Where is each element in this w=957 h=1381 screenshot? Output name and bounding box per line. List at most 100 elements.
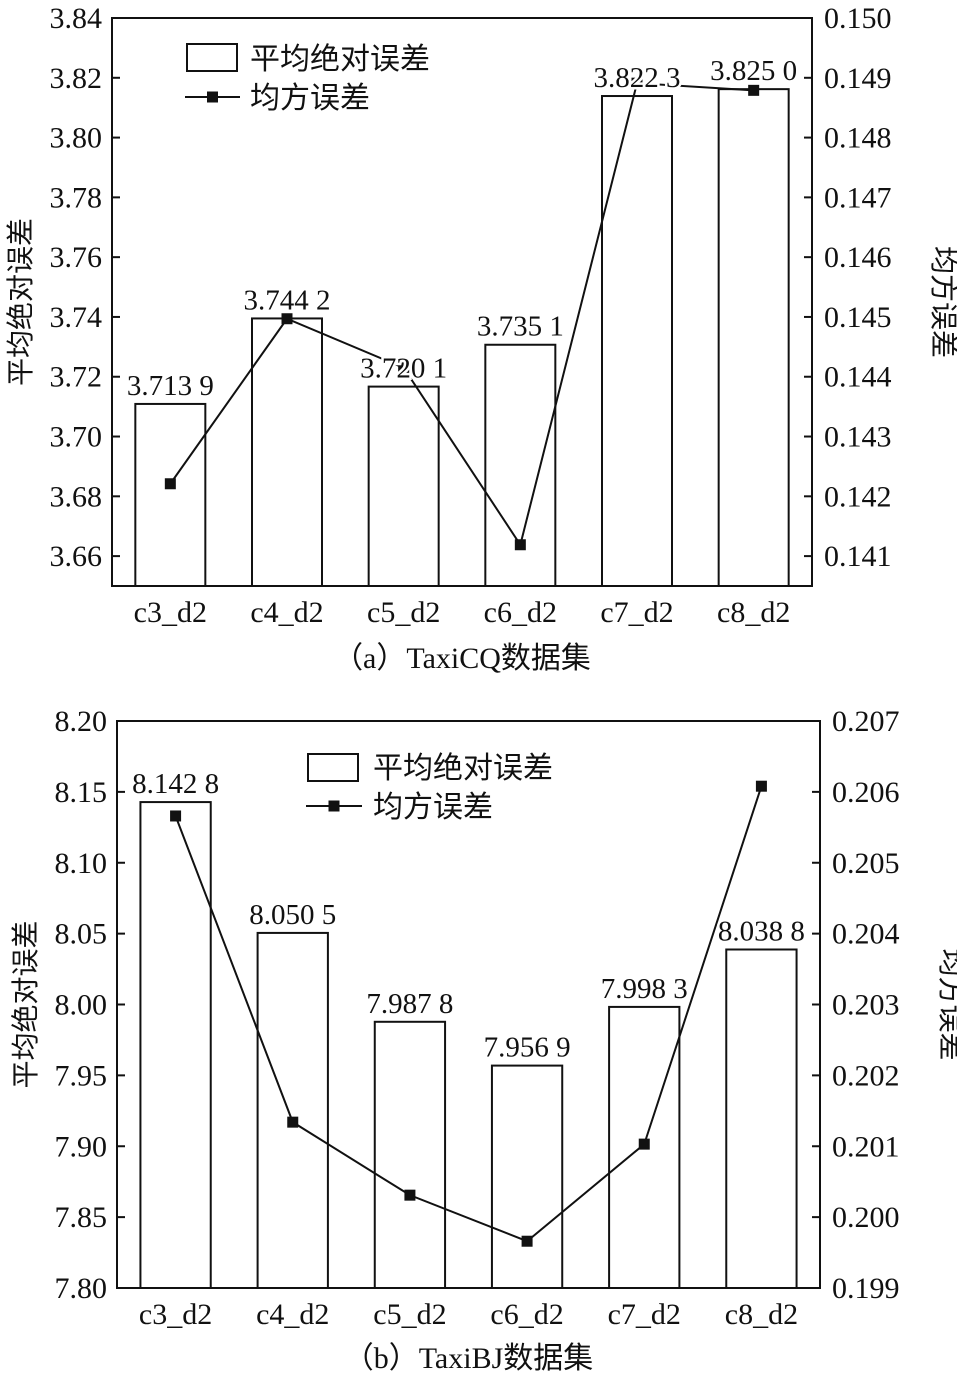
x-tick-label: c5_d2 [373,1298,446,1331]
left-tick-label: 3.72 [50,361,103,394]
chart-b: 7.80 7.85 7.90 7.95 8.00 8.05 8.10 8.15 8.20 0.19… [9,705,957,1375]
right-tick-label: 0.205 [832,847,900,880]
right-tick-label: 0.199 [832,1272,900,1305]
legend-bar-swatch [307,753,359,782]
legend-line-marker [207,91,218,103]
mse-point [404,1189,416,1201]
left-tick-label: 3.68 [50,480,103,513]
bar [490,1064,564,1289]
left-tick-label: 8.05 [55,918,108,951]
bar-value-label: 3.713 9 [127,370,214,402]
left-tick-label: 3.70 [50,421,103,454]
bar-value-label: 7.998 3 [601,973,688,1005]
chart-a: 3.66 3.68 3.70 3.72 3.74 3.76 3.78 3.80 3.82 3.84… [4,2,957,675]
left-tick-label: 3.66 [50,540,103,573]
bar-value-label: 3.822 3 [594,62,681,94]
left-tick-label: 8.10 [55,847,108,880]
right-tick-label: 0.201 [832,1130,900,1163]
bar [601,95,673,587]
left-tick-label: 3.80 [50,122,103,155]
right-tick-label: 0.148 [824,122,892,155]
bar [139,801,212,1289]
right-tick-label: 0.147 [824,181,892,214]
x-tick-label: c8_d2 [725,1298,798,1331]
right-tick-label: 0.206 [832,776,900,809]
mse-point [748,84,760,96]
left-tick-label: 8.15 [55,776,108,809]
right-tick-label: 0.204 [832,918,900,951]
legend-bar-label: 平均绝对误差 [250,42,430,77]
mse-point [287,1116,299,1128]
left-tick-label: 3.82 [50,62,103,95]
x-tick-label: c3_d2 [134,596,207,629]
x-tick-label: c6_d2 [484,596,557,629]
y-axis-left-label: 平均绝对误差 [4,218,37,386]
bar-value-label: 8.142 8 [132,768,219,800]
left-tick-label: 7.90 [55,1130,108,1163]
right-tick-label: 0.146 [824,241,892,274]
mse-point [514,539,526,551]
legend-line-label: 均方误差 [373,790,493,825]
bar [373,1020,447,1290]
legend-line-label: 均方误差 [250,81,370,116]
bar [367,385,440,587]
bar [725,948,798,1289]
left-tick-label: 8.20 [55,705,108,738]
x-tick-label: c4_d2 [250,596,323,629]
mse-point [755,780,767,792]
right-tick-label: 0.141 [824,540,892,573]
mse-point [398,362,410,374]
mse-point [281,313,293,325]
y-axis-left-label: 平均绝对误差 [9,920,42,1088]
right-tick-label: 0.149 [824,62,892,95]
mse-point [164,478,176,490]
legend-bar-swatch [186,43,238,72]
mse-point [170,810,182,822]
bar-value-label: 8.050 5 [249,899,336,931]
bar-value-label: 8.038 8 [718,916,805,948]
x-tick-label: c6_d2 [490,1298,563,1331]
y-axis-right-label: 均方误差 [927,246,957,358]
x-tick-label: c7_d2 [600,596,673,629]
bar [251,317,323,587]
mse-point [638,1138,650,1150]
x-tick-label: c7_d2 [608,1298,681,1331]
bar-value-label: 7.987 8 [366,988,453,1020]
left-tick-label: 7.80 [55,1272,108,1305]
right-tick-label: 0.203 [832,989,900,1022]
right-tick-label: 0.142 [824,480,892,513]
mse-point [521,1235,533,1247]
bar [717,88,790,587]
bar-value-label: 3.825 0 [710,55,797,87]
x-tick-label: c5_d2 [367,596,440,629]
right-tick-label: 0.150 [824,2,892,35]
legend-line-marker [328,800,340,812]
chart-caption: （a）TaxiCQ数据集 [333,642,591,675]
legend-bar-label: 平均绝对误差 [373,751,553,786]
bar-value-label: 7.956 9 [484,1032,571,1064]
x-tick-label: c4_d2 [256,1298,329,1331]
plot-frame [111,17,813,587]
bar-value-label: 3.735 1 [477,311,564,343]
left-tick-label: 3.78 [50,181,103,214]
right-tick-label: 0.202 [832,1059,900,1092]
left-tick-label: 8.00 [55,989,108,1022]
bar-value-label: 3.744 2 [244,284,331,316]
right-tick-label: 0.207 [832,705,900,738]
right-tick-label: 0.143 [824,421,892,454]
right-tick-label: 0.145 [824,301,892,334]
left-tick-label: 3.76 [50,241,103,274]
right-tick-label: 0.200 [832,1201,900,1234]
mse-line [169,82,754,548]
bar-value-label: 3.720 1 [360,353,447,385]
mse-point [631,77,643,89]
left-tick-label: 7.95 [55,1059,108,1092]
y-axis-right-label: 均方误差 [935,948,957,1060]
x-tick-label: c8_d2 [717,596,790,629]
left-tick-label: 3.84 [50,2,103,35]
left-tick-label: 7.85 [55,1201,108,1234]
right-tick-label: 0.144 [824,361,892,394]
bar [256,931,329,1289]
bar [134,402,207,587]
